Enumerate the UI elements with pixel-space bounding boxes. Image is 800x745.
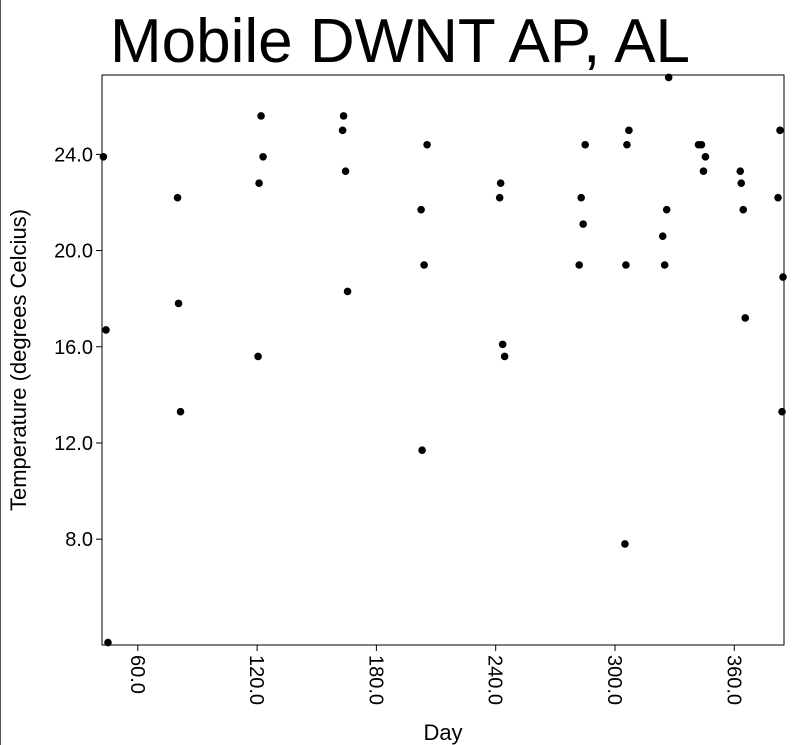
data-point: [658, 232, 667, 240]
data-point: [102, 326, 110, 334]
data-point: [739, 205, 748, 214]
data-point: [343, 287, 352, 296]
x-tick-label: 360.0: [722, 655, 744, 705]
data-point: [778, 407, 786, 416]
data-point: [779, 273, 787, 281]
data-point: [697, 140, 706, 149]
data-point: [254, 352, 262, 361]
left-border: [0, 0, 1, 745]
data-point: [339, 112, 348, 120]
x-axis-ticks: 60.0 120.0 180.0 240.0 300.0 360.0: [126, 645, 744, 705]
data-point: [774, 193, 782, 202]
data-point: [176, 407, 185, 416]
data-point: [623, 140, 631, 149]
data-point: [341, 167, 350, 176]
x-tick-label: 180.0: [364, 655, 386, 705]
data-point: [575, 261, 584, 269]
data-point: [776, 126, 784, 135]
plot-area-frame: [101, 74, 785, 646]
data-point: [699, 167, 708, 176]
data-point: [255, 179, 263, 188]
y-tick-label: 16.0: [54, 337, 93, 359]
data-points: [99, 73, 787, 647]
data-point: [423, 140, 431, 149]
data-point: [104, 638, 112, 647]
chart-title: Mobile DWNT AP, AL: [109, 7, 691, 76]
data-point: [625, 126, 633, 135]
data-point: [621, 540, 629, 548]
data-point: [417, 205, 425, 214]
y-tick-label: 20.0: [54, 241, 93, 263]
x-tick-label: 60.0: [126, 655, 148, 694]
data-point: [99, 152, 108, 161]
x-axis-label: Day: [423, 720, 462, 745]
y-axis-label: Temperature (degrees Celcius): [6, 209, 31, 511]
data-point: [577, 193, 585, 202]
x-tick-label: 240.0: [484, 655, 506, 705]
x-tick-label: 120.0: [245, 655, 267, 705]
data-point: [741, 314, 750, 322]
data-point: [257, 112, 265, 120]
data-point: [662, 205, 671, 214]
data-point: [173, 193, 182, 202]
x-tick-label: 300.0: [603, 655, 625, 705]
data-point: [495, 193, 504, 202]
y-tick-label: 24.0: [54, 144, 93, 166]
data-point: [701, 152, 710, 161]
data-point: [498, 340, 507, 349]
y-tick-label: 8.0: [65, 529, 93, 551]
data-point: [420, 261, 428, 269]
y-tick-label: 12.0: [54, 433, 93, 455]
data-point: [496, 179, 505, 188]
data-point: [736, 167, 745, 176]
data-point: [664, 73, 673, 82]
data-point: [500, 352, 509, 361]
y-axis-ticks: 8.0 12.0 16.0 20.0 24.0: [54, 144, 102, 551]
data-point: [660, 261, 669, 269]
data-point: [418, 446, 426, 454]
data-point: [581, 140, 589, 149]
data-point: [622, 261, 630, 269]
data-point: [174, 299, 183, 308]
data-point: [259, 152, 267, 161]
data-point: [579, 220, 587, 228]
data-point: [338, 126, 347, 135]
data-point: [737, 179, 746, 188]
